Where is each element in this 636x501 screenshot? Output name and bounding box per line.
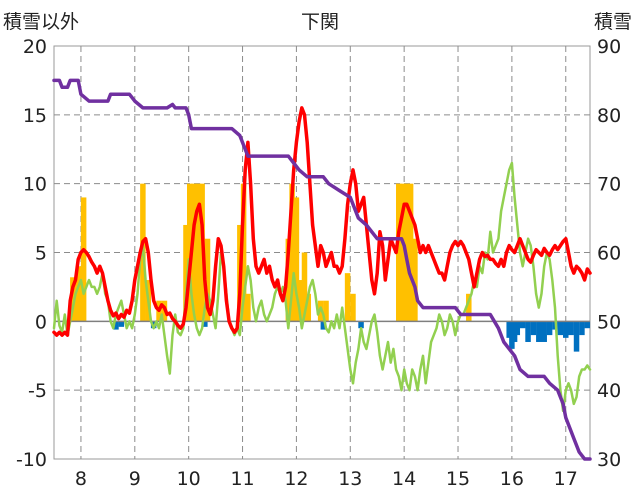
y-right-tick-label: 90 [597,36,621,58]
x-tick-label: 13 [338,468,362,490]
precip-bar [70,277,76,322]
snow-bar [525,321,531,342]
x-axis-ticks: 8 9 10 11 12 13 14 15 16 17 [75,468,578,490]
precip-bar [305,293,312,322]
x-tick-label: 10 [177,468,201,490]
precip-bar [183,224,189,322]
snow-bar [202,321,208,327]
precip-bar [297,280,304,322]
precip-bar [75,266,81,322]
snow-bar [557,321,564,336]
precip-bar [301,252,308,322]
precip-bar [400,183,406,322]
precip-bar [293,197,300,322]
snow-bar [519,321,526,329]
x-tick-label: 17 [554,468,578,490]
y-left-tick-label: 0 [35,311,47,333]
x-tick-label: 16 [500,468,524,490]
y-right-tick-label: 40 [597,380,621,402]
x-tick-label: 8 [75,468,87,490]
y-left-tick-label: 15 [23,105,47,127]
y-axis-right-ticks: 30 40 50 60 70 80 90 [597,36,621,471]
y-left-tick-label: -5 [28,380,47,402]
y-right-tick-label: 60 [597,243,621,265]
snow-bar [541,321,547,342]
series-line [52,106,592,337]
x-tick-label: 14 [392,468,416,490]
series-lines [52,78,592,461]
precip-bar [323,300,329,322]
chart-title: 下関 [301,11,339,33]
snow-bar [563,321,569,338]
snow-bar [584,321,591,329]
precip-bar [344,273,351,322]
y-left-tick-label: -10 [16,449,47,471]
x-tick-label: 15 [446,468,470,490]
precip-bar [80,197,87,322]
precip-bar [245,293,251,322]
snow-bar [530,321,537,336]
snow-bar [573,321,580,352]
y-left-tick-label: 10 [23,174,47,196]
x-tick-label: 11 [230,468,254,490]
y-axis-left-label: 積雪以外 [3,11,79,33]
precip-bar [240,183,247,322]
precip-bar [191,183,197,322]
snow-bar [320,321,327,330]
snow-bar [536,321,542,342]
y-left-tick-label: 20 [23,36,47,58]
snow-bar [358,321,364,329]
snow-bar [118,321,125,327]
precip-bar [412,238,418,322]
y-right-tick-label: 30 [597,449,621,471]
y-right-tick-label: 50 [597,311,621,333]
snow-bar [546,321,553,336]
precip-bar [466,293,472,322]
y-right-tick-label: 70 [597,174,621,196]
y-axis-left-ticks: -10 -5 0 5 10 15 20 [16,36,47,471]
snow-bars [113,321,591,352]
x-tick-label: 9 [129,468,141,490]
precip-bar [289,183,295,322]
y-right-tick-label: 80 [597,105,621,127]
snow-bar [514,321,521,336]
precip-bar [407,183,414,322]
precip-bar [285,238,292,322]
snow-bar [568,321,574,336]
y-left-tick-label: 5 [35,243,47,265]
series-line [52,161,592,413]
series-line [52,78,592,461]
x-tick-label: 12 [284,468,308,490]
precip-bar [204,238,211,322]
precip-bar [396,183,402,322]
snow-bar [113,321,119,330]
precip-bar [195,183,202,322]
y-axis-right-label: 積雪 [594,11,632,33]
precip-bar [350,293,356,322]
snow-bar [579,321,585,336]
